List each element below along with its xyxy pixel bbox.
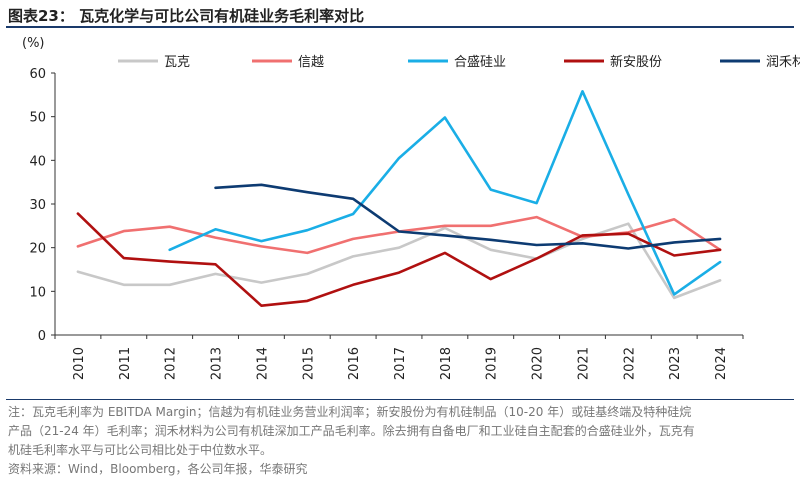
x-tick-label: 2021 (576, 347, 591, 380)
legend-label: 瓦克 (164, 55, 190, 70)
series-line-新安股份 (76, 212, 722, 308)
series-line-瓦克 (76, 222, 722, 300)
x-tick-label: 2018 (439, 347, 454, 380)
x-tick-label: 2016 (347, 347, 362, 380)
legend-label: 润禾材料 (766, 55, 800, 70)
x-tick-label: 2012 (164, 347, 179, 380)
axes: 0 10 20 30 40 50 60 2010 2011 2012 2013 2014 2015 201… (29, 67, 744, 380)
series-line-合盛硅业 (168, 90, 722, 296)
legend-label: 新安股份 (610, 54, 662, 70)
x-tick-label: 2014 (255, 347, 270, 380)
x-tick-label: 2020 (531, 347, 546, 380)
x-tick-label: 2019 (485, 347, 500, 380)
y-tick-label: 60 (29, 67, 46, 82)
y-tick-label: 10 (29, 285, 46, 300)
x-tick-label: 2024 (714, 347, 729, 380)
figure-title: 图表23： 瓦克化学与可比公司有机硅业务毛利率对比 (8, 7, 365, 25)
source-note: 资料来源：Wind，Bloomberg，各公司年报，华泰研究 (8, 462, 308, 476)
note-rule (6, 399, 794, 400)
footnote-line-1: 注：瓦克毛利率为 EBITDA Margin；信越为有机硅业务营业利润率；新安股… (8, 405, 692, 419)
y-axis-label: (%) (22, 36, 45, 51)
x-tick-label: 2022 (622, 347, 637, 380)
x-tick-label: 2015 (301, 347, 316, 380)
footnote-line-2: 产品（21-24 年）毛利率；润禾材料为公司有机硅深加工产品毛利率。除去拥有自备… (8, 424, 695, 438)
line-chart: (%) 瓦克 信越 合盛硅业 新安股份 润禾材料 0 10 20 30 40 50 60 2010 20… (22, 36, 800, 380)
x-tick-label: 2013 (210, 347, 225, 380)
title-rule (6, 26, 794, 28)
x-tick-label: 2011 (118, 347, 133, 380)
legend-label: 信越 (298, 55, 324, 70)
footnote-line-3: 机硅毛利率水平与可比公司相比处于中位数水平。 (8, 443, 273, 457)
legend: 瓦克 信越 合盛硅业 新安股份 润禾材料 (118, 54, 800, 70)
y-tick-label: 30 (29, 198, 46, 213)
y-tick-label: 40 (29, 154, 46, 169)
legend-label: 合盛硅业 (454, 55, 506, 70)
series-layer (76, 90, 722, 308)
series-line-润禾材料 (214, 183, 722, 250)
y-tick-label: 20 (29, 242, 46, 257)
y-tick-label: 50 (29, 111, 46, 126)
x-tick-label: 2010 (72, 347, 87, 380)
x-tick-label: 2023 (668, 347, 683, 380)
x-tick-label: 2017 (393, 347, 408, 380)
y-tick-label: 0 (38, 329, 46, 344)
